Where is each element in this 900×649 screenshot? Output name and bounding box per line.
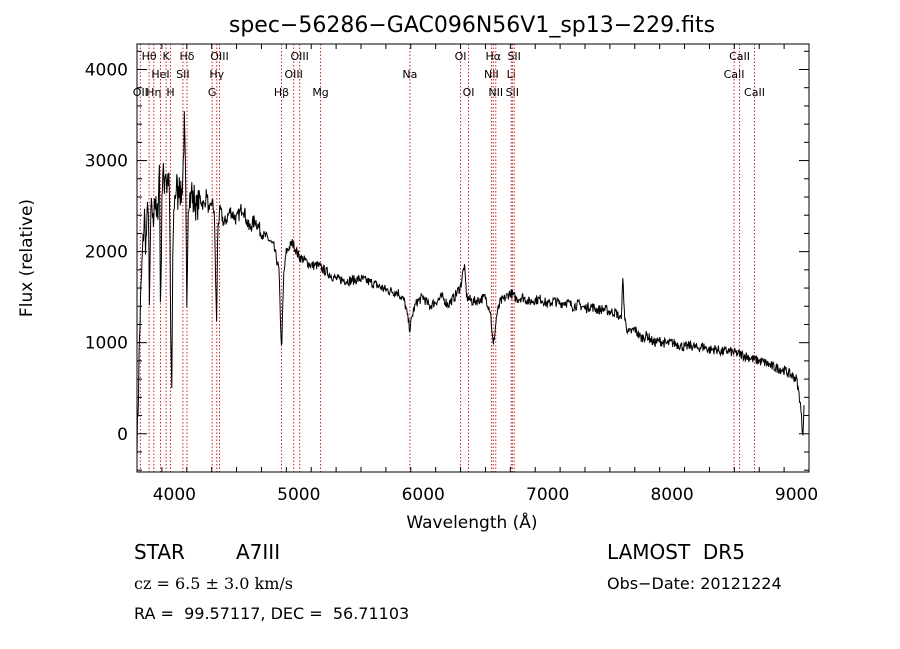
observation-date: Obs−Date: 20121224 xyxy=(607,574,782,593)
x-tick-label-2: 6000 xyxy=(402,485,445,505)
spectral-line-markers: OIIHθHηHeIKHSIIHδGHγOIIIHβOIIIOIIIMgNaOI… xyxy=(133,44,765,472)
x-axis-label: Wavelength (Å) xyxy=(406,511,537,533)
spectral-line-label-6: SII xyxy=(176,68,189,81)
spectral-line-label-15: Na xyxy=(402,68,417,81)
spectral-subclass: A7III xyxy=(236,540,281,564)
x-tick-label-3: 7000 xyxy=(526,485,569,505)
x-tick-label-4: 8000 xyxy=(650,485,693,505)
spectral-line-label-7: Hδ xyxy=(180,50,195,63)
spectral-line-label-19: Hα xyxy=(486,50,502,63)
object-type: STAR xyxy=(134,540,185,564)
x-tick-label-5: 9000 xyxy=(775,485,818,505)
spectral-line-label-4: K xyxy=(163,50,171,63)
spectral-line-label-26: CaII xyxy=(744,86,765,99)
spectral-line-label-1: Hθ xyxy=(142,50,157,63)
spectral-line-label-5: H xyxy=(166,86,174,99)
spectral-line-label-17: OI xyxy=(463,86,475,99)
y-tick-label-1: 1000 xyxy=(85,334,128,354)
spectral-line-label-2: Hη xyxy=(146,86,161,99)
chart-title: spec−56286−GAC096N56V1_sp13−229.fits xyxy=(229,13,715,38)
spectral-line-label-8: G xyxy=(208,86,217,99)
y-axis-label: Flux (relative) xyxy=(17,199,37,317)
spectral-line-label-25: CaII xyxy=(729,50,750,63)
spectral-line-label-3: HeI xyxy=(151,68,169,81)
y-tick-label-2: 2000 xyxy=(85,243,128,263)
spectral-line-label-23: SII xyxy=(507,50,520,63)
y-tick-label-4: 4000 xyxy=(85,60,128,80)
spectral-line-label-10: OIII xyxy=(210,50,228,63)
spectral-line-label-11: Hβ xyxy=(274,86,289,99)
x-tick-label-1: 5000 xyxy=(277,485,320,505)
spectral-line-label-24: CaII xyxy=(724,68,745,81)
spectral-line-label-14: Mg xyxy=(312,86,328,99)
spectral-line-label-16: OI xyxy=(455,50,467,63)
y-tick-label-3: 3000 xyxy=(85,152,128,172)
y-axis-ticks: 0 1000 2000 3000 4000 xyxy=(85,50,809,471)
spectral-line-label-18: NII xyxy=(484,68,499,81)
spectral-line-label-12: OIII xyxy=(284,68,302,81)
x-tick-label-0: 4000 xyxy=(153,485,196,505)
x-axis-ticks: 4000 5000 6000 7000 8000 9000 xyxy=(136,44,818,505)
spectral-line-label-20: NII xyxy=(488,86,503,99)
flux-series-line xyxy=(136,111,805,459)
y-tick-label-0: 0 xyxy=(117,425,128,445)
spectral-line-label-13: OIII xyxy=(290,50,308,63)
spectral-line-label-21: Li xyxy=(507,68,516,81)
spectral-line-label-22: SII xyxy=(506,86,519,99)
plot-frame xyxy=(136,43,810,473)
redshift-velocity: cz = 6.5 ± 3.0 km/s xyxy=(134,574,293,593)
survey-name: LAMOST DR5 xyxy=(607,540,745,564)
coordinates: RA = 99.57117, DEC = 56.71103 xyxy=(134,604,410,623)
spectral-line-label-9: Hγ xyxy=(209,68,224,81)
